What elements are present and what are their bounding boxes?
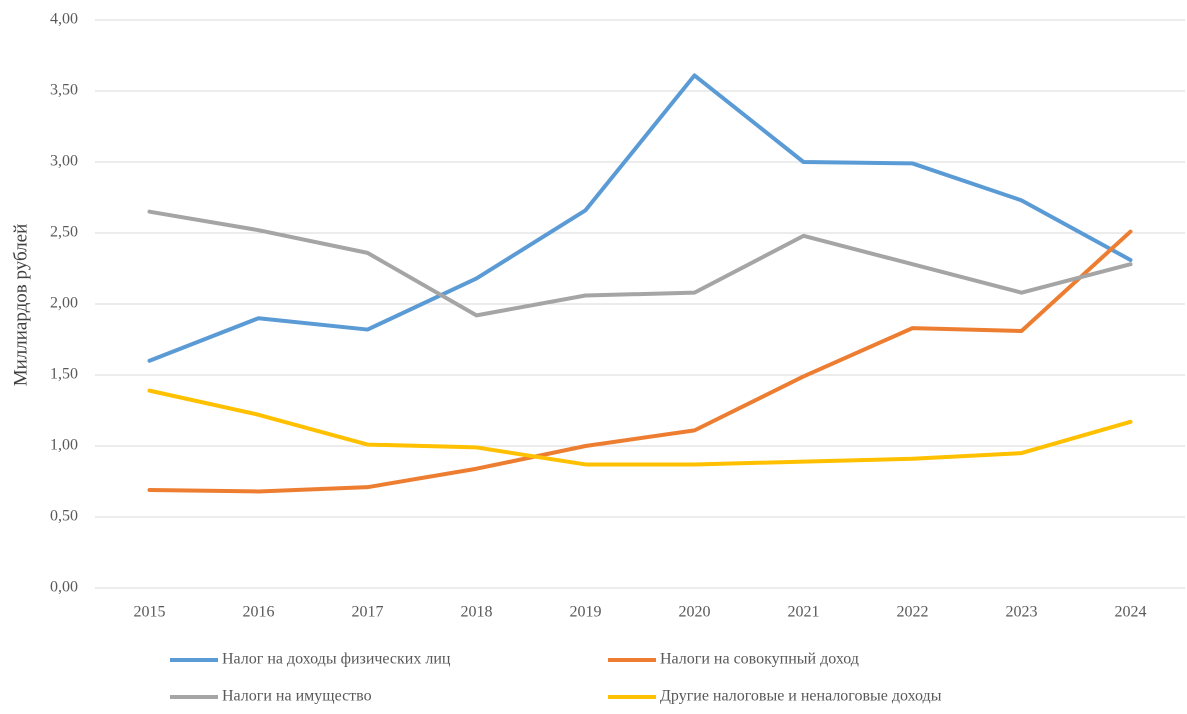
legend-label: Налоги на имущество — [222, 688, 372, 705]
x-tick-label: 2016 — [243, 604, 275, 621]
legend-label: Другие налоговые и неналоговые доходы — [660, 688, 942, 705]
series-line — [147, 73, 1133, 363]
series-line — [147, 388, 1133, 467]
legend-label: Налог на доходы физических лиц — [222, 651, 451, 668]
y-tick-label: 0,50 — [50, 508, 78, 525]
x-tick-label: 2018 — [461, 604, 493, 621]
y-tick-label: 3,50 — [50, 82, 78, 99]
x-tick-label: 2022 — [897, 604, 929, 621]
y-tick-label: 2,50 — [50, 224, 78, 241]
y-tick-label: 2,00 — [50, 295, 78, 312]
y-tick-label: 4,00 — [50, 11, 78, 28]
y-tick-label: 1,50 — [50, 366, 78, 383]
y-tick-label: 3,00 — [50, 153, 78, 170]
x-tick-label: 2021 — [788, 604, 820, 621]
series-line — [147, 209, 1133, 318]
x-tick-label: 2024 — [1115, 604, 1147, 621]
legend-label: Налоги на совокупный доход — [660, 651, 859, 668]
series-line — [147, 229, 1133, 494]
x-tick-label: 2020 — [679, 604, 711, 621]
x-tick-label: 2015 — [134, 604, 166, 621]
x-tick-label: 2023 — [1006, 604, 1038, 621]
y-tick-label: 0,00 — [50, 579, 78, 596]
y-tick-label: 1,00 — [50, 437, 78, 454]
x-tick-label: 2019 — [570, 604, 602, 621]
y-axis-label: Миллиардов рублей — [10, 224, 31, 387]
x-tick-label: 2017 — [352, 604, 384, 621]
